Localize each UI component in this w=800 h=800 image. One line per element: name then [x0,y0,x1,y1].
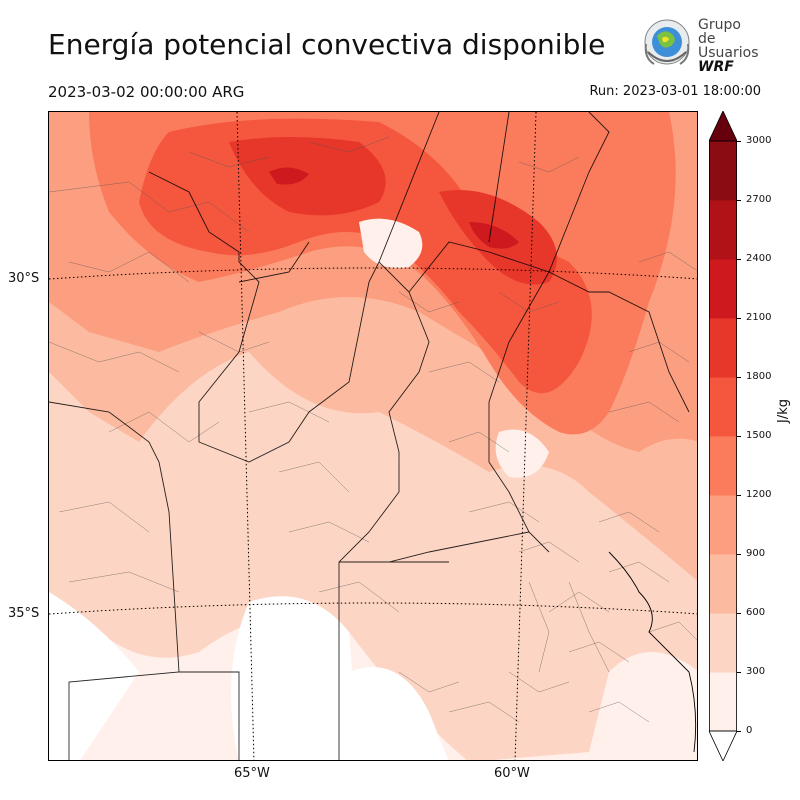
colorbar-tick-mark [737,613,741,614]
colorbar-band-2700 [709,141,737,201]
colorbar-band-600 [709,554,737,614]
logo-line-1: Grupo de [698,17,741,47]
colorbar-tick-mark [737,377,741,378]
colorbar [709,111,737,761]
grupo-wrf-logo: Grupo de Usuarios WRF [638,16,759,75]
colorbar-tick-mark [737,141,741,142]
lon-label-60w: 60°W [494,766,530,781]
graticule-lon-65W [236,112,255,760]
colorbar-tick-mark [737,672,741,673]
colorbar-tick-0: 0 [746,725,753,736]
colorbar-band-1500 [709,377,737,437]
low-cape-patch-4 [49,592,139,760]
colorbar-extend-bottom [709,730,737,761]
low-cape-patch-5 [349,667,449,760]
colorbar-tick-mark [737,318,741,319]
colorbar-tick-1500: 1500 [746,430,772,441]
colorbar-tick-mark [737,200,741,201]
colorbar-band-1200 [709,436,737,496]
colorbar-tick-3000: 3000 [746,135,772,146]
colorbar-tick-mark [737,731,741,732]
low-cape-patch-3 [231,596,359,760]
valid-time-label: 2023-03-02 00:00:00 ARG [48,83,245,101]
graticule-lon-60W [514,112,537,760]
lon-label-65w: 65°W [234,766,270,781]
colorbar-tick-2400: 2400 [746,253,772,264]
colorbar-band-0 [709,672,737,732]
colorbar-tick-600: 600 [746,607,766,618]
colorbar-tick-2700: 2700 [746,194,772,205]
province-border-lines [49,112,690,760]
band-1800 [229,137,557,285]
globe-logo-icon [644,19,690,65]
lat-label-30s: 30°S [8,271,40,286]
band-2100 [269,167,519,249]
colorbar-band-300 [709,613,737,673]
map-title: Energía potencial convectiva disponible [48,28,606,61]
coastline [608,551,697,753]
map-field [49,112,697,760]
colorbar-band-2100 [709,259,737,319]
colorbar-band-2400 [709,200,737,260]
low-cape-patch [359,218,423,268]
run-time-label: Run: 2023-03-01 18:00:00 [589,84,761,99]
colorbar-band-900 [709,495,737,555]
colorbar-tick-mark [737,554,741,555]
colorbar-band-1800 [709,318,737,378]
graticule-lat-30S [49,267,697,280]
cape-map [48,111,698,761]
colorbar-tick-2100: 2100 [746,312,772,323]
logo-line-3: WRF [698,59,734,75]
lat-label-35s: 35°S [8,606,40,621]
colorbar-extend-top [709,111,737,142]
graticule-lat-35S [49,602,697,615]
colorbar-tick-300: 300 [746,666,766,677]
colorbar-tick-mark [737,259,741,260]
colorbar-tick-mark [737,436,741,437]
colorbar-tick-mark [737,495,741,496]
colorbar-tick-1800: 1800 [746,371,772,382]
colorbar-tick-1200: 1200 [746,489,772,500]
colorbar-unit-label: J/kg [776,399,791,423]
colorbar-tick-900: 900 [746,548,766,559]
logo-line-2: Usuarios [698,45,759,61]
low-cape-patch-2 [495,429,549,478]
band-1500 [139,118,592,394]
dept-border-lines [49,136,697,723]
